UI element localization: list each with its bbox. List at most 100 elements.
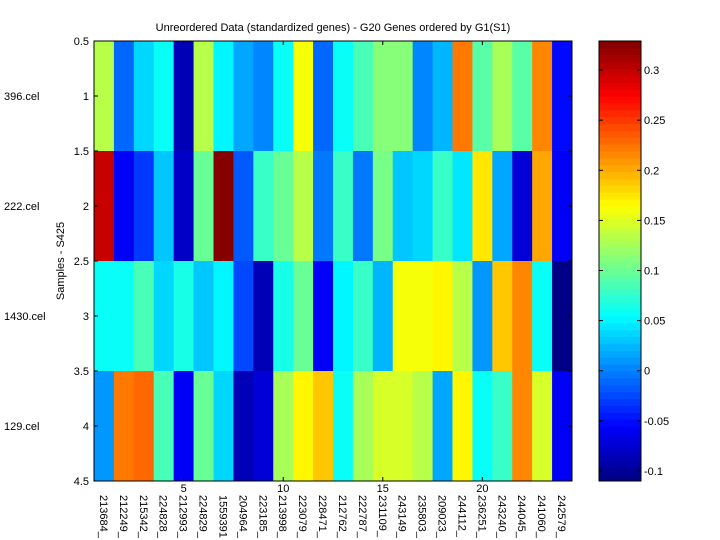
colorbar-swatch: [599, 171, 641, 179]
colorbar-swatch: [599, 302, 641, 310]
colorbar-swatch: [599, 453, 641, 461]
heatmap-cell: [133, 371, 155, 482]
heatmap-cell: [193, 151, 214, 262]
x-tick-label: 15: [377, 483, 389, 495]
heatmap-cell: [213, 151, 234, 262]
colorbar-tick-label: 0.2: [644, 165, 659, 177]
heatmap-cell: [492, 261, 513, 372]
y-tick-label: 2.5: [74, 256, 89, 268]
gene-column-label: 241060_: [535, 495, 547, 539]
colorbar-swatch: [599, 371, 641, 379]
colorbar-swatch: [599, 178, 641, 186]
heatmap-cell: [313, 41, 334, 152]
heatmap-cell: [133, 151, 155, 262]
heatmap-cell: [372, 261, 394, 372]
heatmap-cell: [452, 41, 473, 152]
sample-row-label: 222.cel: [4, 201, 39, 213]
heatmap-cell: [253, 151, 274, 262]
heatmap-cell: [352, 151, 374, 262]
heatmap-cell: [512, 41, 533, 152]
heatmap-cell: [213, 41, 234, 152]
gene-column-label: 231109_: [376, 495, 388, 538]
gene-column-label: 235803_: [416, 495, 428, 539]
colorbar-swatch: [599, 419, 641, 427]
heatmap-cell: [193, 41, 214, 152]
heatmap-cell: [94, 371, 115, 482]
colorbar-swatch: [599, 68, 641, 76]
gene-column-label: 215342_: [137, 495, 149, 539]
colorbar-swatch: [599, 102, 641, 111]
colorbar-swatch: [599, 446, 641, 454]
heatmap-cell: [552, 41, 573, 152]
colorbar-swatch: [599, 288, 641, 296]
colorbar-swatch: [599, 322, 641, 331]
heatmap-cell: [372, 151, 394, 262]
sample-row-label: 396.cel: [4, 91, 39, 103]
heatmap-cell: [233, 371, 254, 482]
colorbar-swatch: [599, 233, 641, 241]
colorbar-swatch: [599, 109, 641, 118]
gene-column-label: 224828_: [157, 495, 169, 539]
gene-column-label: 222787_: [356, 495, 368, 539]
colorbar-tick-label: -0.05: [644, 416, 669, 428]
gene-column-label: 243149_: [396, 495, 408, 539]
heatmap-cell: [432, 41, 453, 152]
colorbar-swatch: [599, 267, 641, 276]
colorbar-swatch: [599, 474, 641, 482]
heatmap-cell: [153, 371, 175, 482]
colorbar-swatch: [599, 364, 641, 372]
colorbar-swatch: [599, 206, 641, 214]
gene-column-label: 244112_: [455, 495, 467, 538]
heatmap-cell: [253, 371, 274, 482]
colorbar-swatch: [599, 96, 641, 104]
heatmap-cell: [412, 41, 434, 152]
colorbar-swatch: [599, 377, 641, 386]
heatmap-cell: [392, 261, 414, 372]
colorbar-swatch: [599, 432, 641, 441]
gene-column-label: 236251_: [475, 495, 487, 539]
colorbar-swatch: [599, 247, 641, 255]
heatmap-cell: [253, 41, 274, 152]
heatmap-cell: [153, 41, 175, 152]
heatmap-cell: [173, 151, 195, 262]
colorbar-swatch: [599, 336, 641, 344]
heatmap-cell: [293, 151, 314, 262]
colorbar-swatch: [599, 54, 641, 63]
heatmap-cell: [532, 151, 553, 262]
gene-column-label: 213998_: [276, 495, 288, 539]
colorbar-swatch: [599, 343, 641, 351]
heatmap-cell: [193, 261, 214, 372]
heatmap-cell: [372, 41, 394, 152]
heatmap-cell: [392, 371, 414, 482]
heatmap-cell: [233, 151, 254, 262]
heatmap-cell: [512, 261, 533, 372]
colorbar-swatch: [599, 405, 641, 413]
colorbar-swatch: [599, 199, 641, 207]
heatmap-cell: [193, 371, 214, 482]
colorbar-swatch: [599, 157, 641, 166]
colorbar-swatch: [599, 439, 641, 448]
heatmap-cell: [352, 371, 374, 482]
y-tick-label: 4: [83, 421, 89, 433]
heatmap-cell: [452, 261, 473, 372]
heatmap-cell: [492, 371, 513, 482]
heatmap-cell: [313, 151, 334, 262]
colorbar-tick-label: 0: [644, 366, 650, 378]
heatmap-cell: [333, 261, 354, 372]
colorbar-swatch: [599, 274, 641, 283]
heatmap-cell: [233, 41, 254, 152]
colorbar-tick-label: 0.05: [644, 316, 665, 328]
y-tick-label: 4.5: [74, 476, 89, 488]
heatmap-cell: [352, 41, 374, 152]
heatmap-cell: [313, 371, 334, 482]
colorbar-frame: [598, 40, 642, 482]
heatmap-cell: [552, 371, 573, 482]
colorbar-swatch: [599, 144, 641, 152]
heatmap-cell: [153, 151, 175, 262]
heatmap-cell: [233, 261, 254, 372]
heatmap-cells: [94, 41, 573, 482]
heatmap-cell: [392, 151, 414, 262]
gene-column-label: 242579_: [555, 495, 567, 539]
heatmap-cell: [552, 261, 573, 372]
